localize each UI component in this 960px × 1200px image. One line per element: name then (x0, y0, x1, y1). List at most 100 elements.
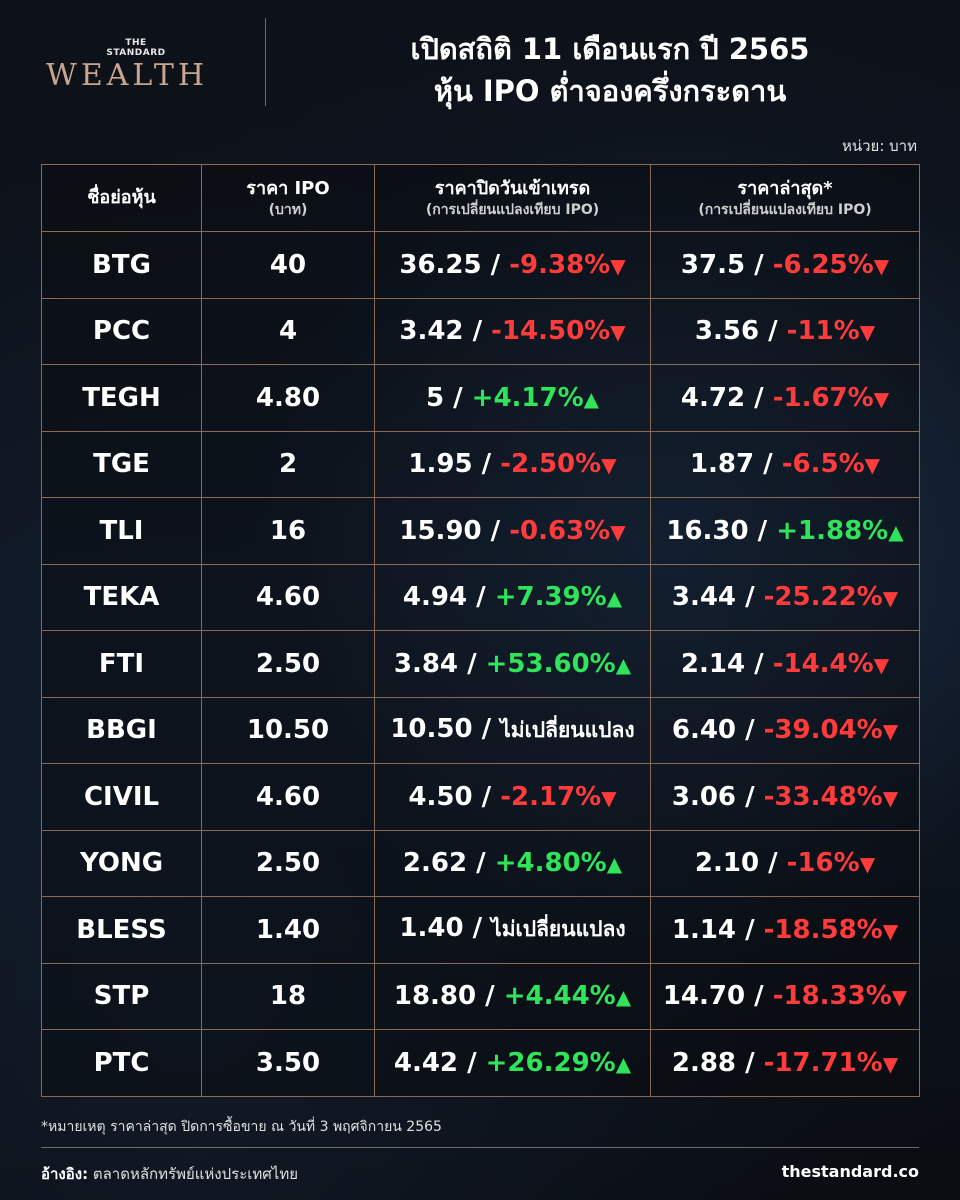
ticker-cell: PCC (41, 297, 202, 365)
separator: / (467, 848, 495, 879)
triangle-down-icon: ▼ (859, 320, 876, 345)
triangle-up-icon: ▲ (606, 852, 623, 877)
first-cell: 4.42 / +26.29%▲ (374, 1029, 651, 1097)
ipo-price-cell: 10.50 (201, 696, 375, 764)
last-price: 14.70 (662, 981, 746, 1012)
first-change: ไม่เปลี่ยนแปลง (491, 917, 626, 942)
last-cell: 2.88 / -17.71%▼ (650, 1029, 920, 1097)
last-price: 1.14 (671, 914, 737, 945)
separator: / (458, 648, 486, 679)
separator: / (481, 515, 510, 546)
source-text: ตลาดหลักทรัพย์แห่งประเทศไทย (92, 1165, 299, 1183)
separator: / (458, 1047, 486, 1078)
last-change: -11% (786, 316, 860, 347)
table-header-row: ชื่อย่อหุ้น ราคา IPO (บาท) ราคาปิดวันเข้… (41, 164, 920, 232)
ticker-cell: FTI (41, 630, 202, 698)
table-row: YONG 2.50 2.62 / +4.80%▲ 2.10 / -16%▼ (41, 829, 920, 897)
first-change: +26.29% (485, 1047, 616, 1078)
last-change: -33.48% (763, 781, 883, 812)
last-price: 3.44 (671, 582, 737, 613)
triangle-down-icon: ▼ (859, 852, 876, 877)
table-row: TEKA 4.60 4.94 / +7.39%▲ 3.44 / -25.22%▼ (41, 563, 920, 631)
header-divider (265, 18, 266, 106)
first-price: 10.50 (390, 713, 473, 744)
ipo-table: ชื่อย่อหุ้น ราคา IPO (บาท) ราคาปิดวันเข้… (41, 164, 920, 1097)
last-change: -1.67% (772, 382, 874, 413)
site-url: thestandard.co (781, 1162, 919, 1181)
page-title: เปิดสถิติ 11 เดือนแรก ปี 2565 หุ้น IPO ต… (300, 28, 920, 112)
separator: / (481, 249, 510, 280)
triangle-down-icon: ▼ (610, 320, 626, 345)
last-price: 4.72 (680, 382, 746, 413)
first-change: -0.63% (509, 515, 611, 546)
triangle-down-icon: ▼ (610, 253, 626, 278)
first-cell: 10.50 / ไม่เปลี่ยนแปลง (374, 696, 651, 764)
first-change: -14.50% (491, 316, 611, 347)
first-cell: 2.62 / +4.80%▲ (374, 829, 651, 897)
first-cell: 1.40 / ไม่เปลี่ยนแปลง (374, 896, 651, 964)
last-price: 3.06 (671, 781, 737, 812)
last-cell: 14.70 / -18.33%▼ (650, 962, 920, 1030)
footer-divider (41, 1147, 919, 1148)
last-change: -6.5% (781, 449, 865, 480)
first-price: 3.84 (393, 648, 459, 679)
triangle-down-icon: ▼ (882, 586, 899, 611)
logo-the-standard: THE STANDARD (106, 38, 166, 58)
header-ticker: ชื่อย่อหุ้น (41, 164, 202, 232)
last-change: -6.25% (772, 249, 874, 280)
last-cell: 1.87 / -6.5%▼ (650, 430, 920, 498)
table-row: PCC 4 3.42 / -14.50%▼ 3.56 / -11%▼ (41, 297, 920, 365)
logo-wealth: WEALTH (46, 58, 209, 93)
last-change: +1.88% (776, 515, 889, 546)
triangle-down-icon: ▼ (601, 785, 617, 810)
triangle-down-icon: ▼ (864, 453, 881, 478)
first-price: 15.90 (399, 515, 482, 546)
first-cell: 3.84 / +53.60%▲ (374, 630, 651, 698)
table-body: BTG 40 36.25 / -9.38%▼ 37.5 / -6.25%▼ PCC 4 3.… (41, 231, 920, 1097)
triangle-down-icon: ▼ (882, 719, 899, 744)
header-latest-price-sub: (การเปลี่ยนแปลงเทียบ IPO) (698, 202, 872, 218)
table-row: FTI 2.50 3.84 / +53.60%▲ 2.14 / -14.4%▼ (41, 630, 920, 698)
first-cell: 4.50 / -2.17%▼ (374, 763, 651, 831)
first-change: -2.17% (500, 781, 602, 812)
ipo-price-cell: 4.80 (201, 364, 375, 432)
last-price: 6.40 (671, 715, 737, 746)
header-ipo-price-label: ราคา IPO (246, 178, 330, 199)
first-cell: 15.90 / -0.63%▼ (374, 497, 651, 565)
last-cell: 16.30 / +1.88%▲ (650, 497, 920, 565)
first-price: 4.42 (393, 1047, 459, 1078)
ticker-cell: TLI (41, 497, 202, 565)
last-cell: 3.06 / -33.48%▼ (650, 763, 920, 831)
last-change: -14.4% (772, 648, 874, 679)
header-first-day-close: ราคาปิดวันเข้าเทรด (การเปลี่ยนแปลงเทียบ … (374, 164, 651, 232)
ticker-cell: TGE (41, 430, 202, 498)
separator: / (444, 382, 472, 413)
first-cell: 4.94 / +7.39%▲ (374, 563, 651, 631)
title-line-1: เปิดสถิติ 11 เดือนแรก ปี 2565 (410, 32, 810, 66)
separator: / (745, 981, 773, 1012)
triangle-down-icon: ▼ (873, 652, 890, 677)
triangle-down-icon: ▼ (882, 1051, 899, 1076)
separator: / (745, 249, 773, 280)
table-row: BLESS 1.40 1.40 / ไม่เปลี่ยนแปลง 1.14 / -18… (41, 896, 920, 964)
last-cell: 6.40 / -39.04%▼ (650, 696, 920, 764)
title-line-2: หุ้น IPO ต่ำจองครึ่งกระดาน (433, 74, 787, 108)
first-price: 3.42 (399, 316, 464, 347)
source-label: อ้างอิง: (41, 1165, 89, 1183)
last-cell: 2.14 / -14.4%▼ (650, 630, 920, 698)
separator: / (472, 713, 501, 744)
header-ticker-label: ชื่อย่อหุ้น (87, 187, 156, 208)
last-change: -18.33% (772, 981, 892, 1012)
first-change: +7.39% (494, 582, 607, 613)
separator: / (472, 781, 501, 812)
ipo-price-cell: 2 (201, 430, 375, 498)
last-price: 3.56 (694, 316, 760, 347)
header-ipo-price-sub: (บาท) (268, 202, 308, 218)
ipo-price-cell: 1.40 (201, 896, 375, 964)
the-standard-wealth-logo: THE STANDARD WEALTH (46, 38, 226, 93)
separator: / (472, 449, 501, 480)
last-price: 1.87 (689, 449, 755, 480)
triangle-up-icon: ▲ (606, 586, 623, 611)
ipo-price-cell: 2.50 (201, 829, 375, 897)
triangle-up-icon: ▲ (615, 652, 632, 677)
